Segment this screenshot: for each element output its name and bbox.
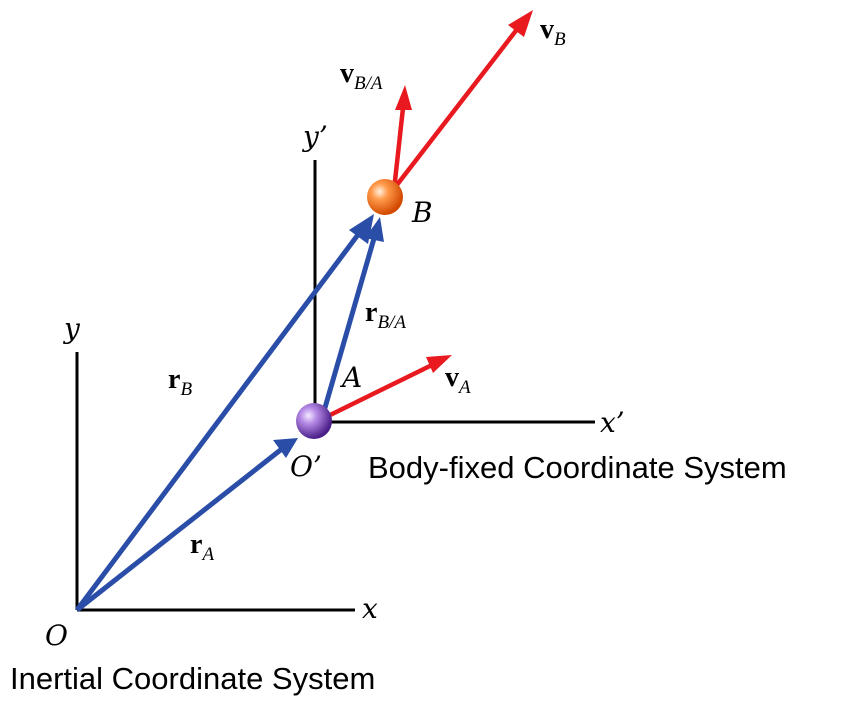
vector-v-a bbox=[319, 355, 452, 423]
inertial-origin-label: O bbox=[45, 619, 68, 652]
body-fixed-caption: Body-fixed Coordinate System bbox=[368, 450, 787, 485]
vector-r-a bbox=[75, 438, 298, 612]
label-v-a: vA bbox=[445, 362, 471, 398]
label-v-b: vB bbox=[540, 14, 566, 50]
point-a-ball bbox=[296, 403, 332, 439]
inertial-x-label: x bbox=[362, 592, 378, 625]
point-b-label: B bbox=[411, 196, 433, 229]
label-r-b: rB bbox=[168, 364, 192, 400]
point-a-label: A bbox=[339, 361, 362, 394]
position-vectors bbox=[74, 214, 384, 612]
velocity-vectors bbox=[319, 10, 533, 423]
inertial-caption: Inertial Coordinate System bbox=[10, 661, 375, 696]
vector-v-ba bbox=[391, 85, 412, 191]
vector-r-ba bbox=[319, 217, 384, 419]
vector-v-ba-arrowhead bbox=[395, 85, 412, 110]
body-origin-label: O’ bbox=[290, 450, 322, 483]
label-r-a: rA bbox=[190, 529, 214, 565]
point-b-ball bbox=[367, 179, 403, 215]
label-v-ba: vB/A bbox=[340, 58, 383, 94]
vector-r-a-arrowhead bbox=[273, 438, 298, 458]
body-y-label: y’ bbox=[301, 120, 328, 153]
vector-r-ba-arrowhead bbox=[365, 217, 384, 242]
vector-v-b bbox=[391, 10, 533, 192]
label-r-ba: rB/A bbox=[365, 297, 406, 333]
body-x-label: x’ bbox=[600, 406, 625, 439]
inertial-y-label: y bbox=[62, 312, 81, 345]
vector-v-b-arrowhead bbox=[508, 10, 533, 37]
vector-v-a-arrowhead bbox=[426, 355, 452, 373]
inertial-axes bbox=[75, 352, 355, 612]
